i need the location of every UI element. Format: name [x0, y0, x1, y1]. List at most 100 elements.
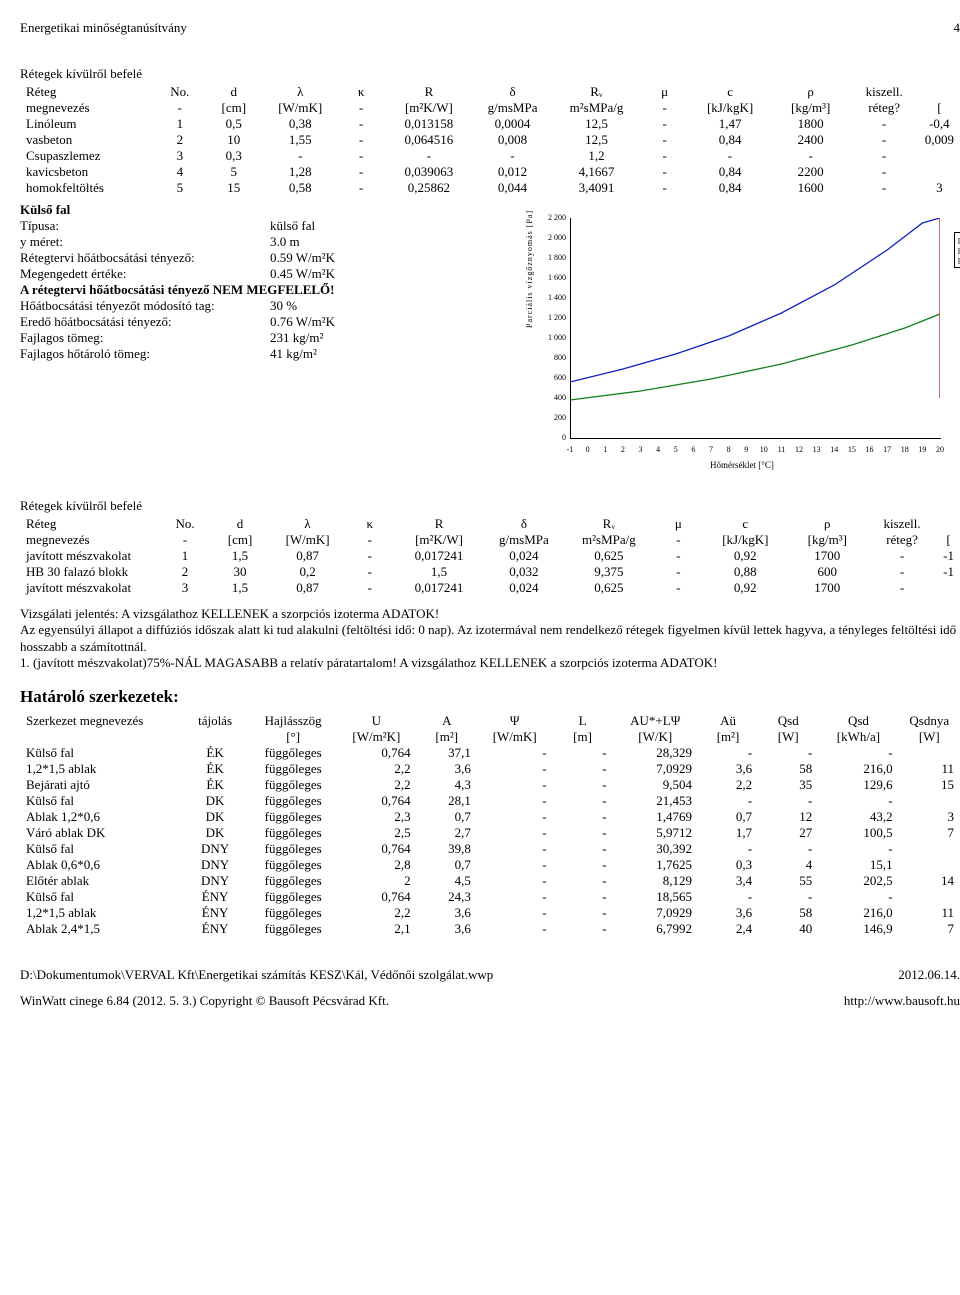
col-header: No. [160, 516, 210, 532]
col-header: δ [473, 84, 552, 100]
col-unit: [kJ/kgK] [703, 532, 788, 548]
property-row: Típusa:külső fal [20, 218, 335, 234]
col-unit: [m²] [417, 729, 477, 745]
col-header: λ [270, 516, 345, 532]
xtick-label: 3 [633, 445, 647, 454]
report-p1: Vizsgálati jelentés: A vizsgálathoz KELL… [20, 606, 439, 621]
xtick-label: -1 [563, 445, 577, 454]
col-header: kiszell. [850, 84, 919, 100]
structures-table: Szerkezet megnevezéstájolásHajlásszögUAΨ… [20, 713, 960, 937]
col-unit: [kJ/kgK] [688, 100, 771, 116]
table-row: 1,2*1,5 ablakÉKfüggőleges2,23,6--7,09293… [20, 761, 960, 777]
xtick-label: 0 [581, 445, 595, 454]
xtick-label: 18 [898, 445, 912, 454]
table-row: Bejárati ajtóÉKfüggőleges2,24,3--9,5042,… [20, 777, 960, 793]
chart-legend: ppp [954, 232, 960, 268]
xtick-label: 7 [704, 445, 718, 454]
col-unit: m²sMPa/g [552, 100, 641, 116]
wall-properties: Típusa:külső faly méret:3.0 mRétegtervi … [20, 218, 335, 362]
xtick-label: 15 [845, 445, 859, 454]
col-unit: - [337, 100, 385, 116]
xtick-label: 1 [598, 445, 612, 454]
report-p3: 1. (javított mészvakolat)75%-NÁL MAGASAB… [20, 655, 718, 670]
table-row: Ablak 1,2*0,6DKfüggőleges2,30,7--1,47690… [20, 809, 960, 825]
col-header: Qsdnya [899, 713, 960, 729]
col-unit: [cm] [204, 100, 263, 116]
table-row: Ablak 2,4*1,5ÉNYfüggőleges2,13,6--6,7992… [20, 921, 960, 937]
layers1-table: RétegNo.dλκRδRᵥμcρkiszell.megnevezés-[cm… [20, 84, 960, 196]
table-row: Ablak 0,6*0,6DNYfüggőleges2,80,7--1,7625… [20, 857, 960, 873]
footer-date: 2012.06.14. [898, 967, 960, 983]
col-unit [180, 729, 250, 745]
ytick-label: 1 400 [540, 293, 566, 302]
col-header: Hajlásszög [250, 713, 336, 729]
col-header: kiszell. [867, 516, 937, 532]
xtick-label: 11 [774, 445, 788, 454]
col-unit: [m²] [698, 729, 758, 745]
xtick-label: 19 [915, 445, 929, 454]
wall-title: Külső fal [20, 202, 960, 218]
col-header: Aü [698, 713, 758, 729]
footer-url: http://www.bausoft.hu [844, 993, 960, 1009]
chart-ylabel: Parciális vízgőznyomás [Pa] [525, 210, 534, 328]
col-header: No. [155, 84, 204, 100]
property-row: Rétegtervi hőátbocsátási tényező:0.59 W/… [20, 250, 335, 266]
layers2-table: RétegNo.dλκRδRᵥμcρkiszell.megnevezés-[cm… [20, 516, 960, 596]
xtick-label: 13 [810, 445, 824, 454]
page-header: Energetikai minőségtanúsítvány 4 [20, 20, 960, 36]
ytick-label: 1 200 [540, 313, 566, 322]
col-header: d [210, 516, 270, 532]
col-header: Réteg [20, 84, 155, 100]
table-row: Külső falDKfüggőleges0,76428,1--21,453--… [20, 793, 960, 809]
table-row: Külső falÉKfüggőleges0,76437,1--28,329--… [20, 745, 960, 761]
col-header: c [688, 84, 771, 100]
property-row: Hőátbocsátási tényezőt módosító tag:30 % [20, 298, 335, 314]
col-unit: - [160, 532, 210, 548]
col-unit: [W] [899, 729, 960, 745]
col-unit: [ [937, 532, 960, 548]
ytick-label: 0 [540, 433, 566, 442]
col-header: tájolás [180, 713, 250, 729]
property-row: Fajlagos hőtároló tömeg:41 kg/m² [20, 346, 335, 362]
property-row: Megengedett értéke:0.45 W/m²K [20, 266, 335, 282]
col-header: AU*+LΨ [613, 713, 698, 729]
xtick-label: 10 [757, 445, 771, 454]
ytick-label: 2 200 [540, 213, 566, 222]
col-header: κ [337, 84, 385, 100]
ytick-label: 800 [540, 353, 566, 362]
col-unit: [°] [250, 729, 336, 745]
col-unit: g/msMPa [473, 100, 552, 116]
col-header: Qsd [818, 713, 898, 729]
ytick-label: 200 [540, 413, 566, 422]
xtick-label: 6 [686, 445, 700, 454]
col-unit: [kg/m³] [788, 532, 867, 548]
col-header: A [417, 713, 477, 729]
property-row: Fajlagos tömeg:231 kg/m² [20, 330, 335, 346]
col-unit: réteg? [867, 532, 937, 548]
layers1-title: Rétegek kívülről befelé [20, 66, 960, 82]
col-header: U [336, 713, 417, 729]
table-row: Csupaszlemez30,3----1,2---- [20, 148, 960, 164]
col-header: d [204, 84, 263, 100]
col-header: μ [654, 516, 703, 532]
xtick-label: 5 [669, 445, 683, 454]
ytick-label: 600 [540, 373, 566, 382]
doc-title: Energetikai minőségtanúsítvány [20, 20, 187, 36]
property-row: Eredő hőátbocsátási tényező:0.76 W/m²K [20, 314, 335, 330]
col-unit: - [654, 532, 703, 548]
table-row: kavicsbeton451,28-0,0390630,0124,1667-0,… [20, 164, 960, 180]
col-header: λ [263, 84, 337, 100]
col-header: L [553, 713, 613, 729]
page-number: 4 [954, 20, 960, 36]
col-unit [20, 729, 180, 745]
table-row: 1,2*1,5 ablakÉNYfüggőleges2,23,6--7,0929… [20, 905, 960, 921]
col-unit: [W/m²K] [336, 729, 417, 745]
col-unit: [m] [553, 729, 613, 745]
col-header: c [703, 516, 788, 532]
footer-app: WinWatt cinege 6.84 (2012. 5. 3.) Copyri… [20, 993, 389, 1009]
col-header: R [394, 516, 483, 532]
wall-warning: A rétegtervi hőátbocsátási tényező NEM M… [20, 282, 335, 298]
col-unit: megnevezés [20, 100, 155, 116]
vapor-pressure-chart: ppp Parciális vízgőznyomás [Pa] Hőmérsék… [530, 218, 960, 478]
report-p2: Az egyensúlyi állapot a diffúziós idősza… [20, 622, 956, 653]
